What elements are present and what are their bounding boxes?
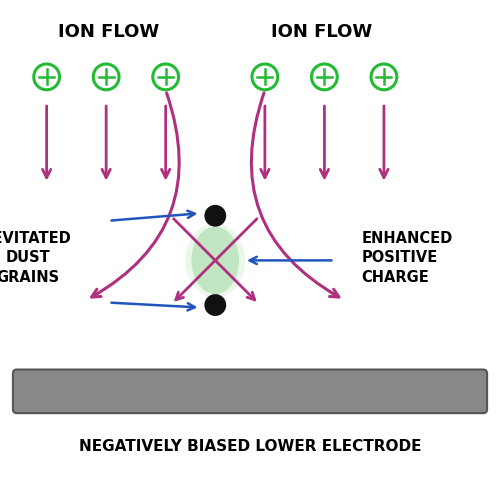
- Ellipse shape: [192, 227, 239, 294]
- Ellipse shape: [186, 223, 245, 298]
- Text: LEVITATED
DUST
GRAINS: LEVITATED DUST GRAINS: [0, 231, 72, 285]
- Circle shape: [204, 205, 226, 227]
- Text: ION FLOW: ION FLOW: [58, 23, 160, 41]
- Circle shape: [204, 294, 226, 316]
- FancyBboxPatch shape: [13, 370, 487, 413]
- Text: NEGATIVELY BIASED LOWER ELECTRODE: NEGATIVELY BIASED LOWER ELECTRODE: [79, 439, 421, 454]
- Text: ENHANCED
POSITIVE
CHARGE: ENHANCED POSITIVE CHARGE: [362, 231, 453, 285]
- Text: ION FLOW: ION FLOW: [272, 23, 372, 41]
